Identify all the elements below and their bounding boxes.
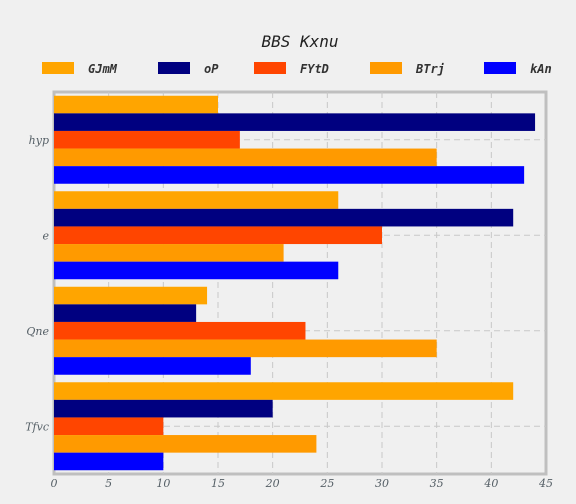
- bar-BTrj-Qne: [54, 339, 437, 358]
- legend-label: oP: [204, 62, 219, 76]
- x-tick-label: 30: [375, 477, 389, 490]
- bar-GJmM-Qne: [54, 286, 208, 305]
- y-axis: Tfvc Qne e hyp: [25, 134, 49, 434]
- bar-GJmM-Tfvc: [54, 382, 514, 400]
- x-tick-label: 25: [319, 477, 334, 490]
- bar-kAn-Tfvc: [54, 452, 164, 471]
- chart-title: BBS Kxnu: [261, 32, 338, 51]
- x-tick-label: 15: [211, 477, 225, 490]
- x-axis: 0 5 10 15 20 25 30 35 40 45: [51, 477, 554, 490]
- bar-FYtD-Qne: [54, 321, 306, 340]
- bar-FYtD-e: [54, 226, 382, 245]
- legend-label: FYtD: [300, 62, 329, 76]
- x-tick-label: 45: [538, 477, 553, 490]
- x-tick-label: 0: [51, 477, 58, 490]
- y-tick-label: Tfvc: [25, 420, 49, 433]
- x-tick-label: 5: [105, 477, 112, 490]
- bar-kAn-hyp: [54, 166, 525, 184]
- y-tick-label: hyp: [29, 134, 49, 147]
- bar-oP-e: [54, 208, 514, 227]
- bar-GJmM-hyp: [54, 95, 218, 114]
- bar-GJmM-e: [54, 191, 339, 209]
- bar-BTrj-hyp: [54, 148, 437, 167]
- bars: [54, 95, 536, 471]
- legend-swatch: [254, 62, 286, 74]
- legend-label: BTrj: [415, 62, 445, 76]
- bar-kAn-e: [54, 261, 339, 280]
- bar-oP-hyp: [54, 113, 536, 131]
- legend-label: kAn: [530, 62, 552, 76]
- legend-swatch: [370, 62, 402, 74]
- bar-FYtD-hyp: [54, 130, 240, 149]
- bar-kAn-Qne: [54, 357, 251, 375]
- bar-oP-Tfvc: [54, 399, 273, 418]
- legend-label: GJmM: [88, 62, 118, 76]
- legend-swatch: [158, 62, 190, 74]
- legend-swatch: [484, 62, 516, 74]
- y-tick-label: Qne: [26, 325, 49, 338]
- bar-BTrj-Tfvc: [54, 435, 317, 453]
- y-tick-label: e: [42, 229, 49, 242]
- bar-BTrj-e: [54, 244, 284, 262]
- legend: GJmM oP FYtD BTrj kAn: [42, 62, 552, 76]
- x-tick-label: 20: [265, 477, 280, 490]
- x-tick-label: 10: [156, 477, 170, 490]
- bar-FYtD-Tfvc: [54, 417, 164, 436]
- legend-swatch: [42, 62, 74, 74]
- x-tick-label: 40: [483, 477, 498, 490]
- x-tick-label: 35: [430, 477, 444, 490]
- bar-oP-Qne: [54, 304, 197, 322]
